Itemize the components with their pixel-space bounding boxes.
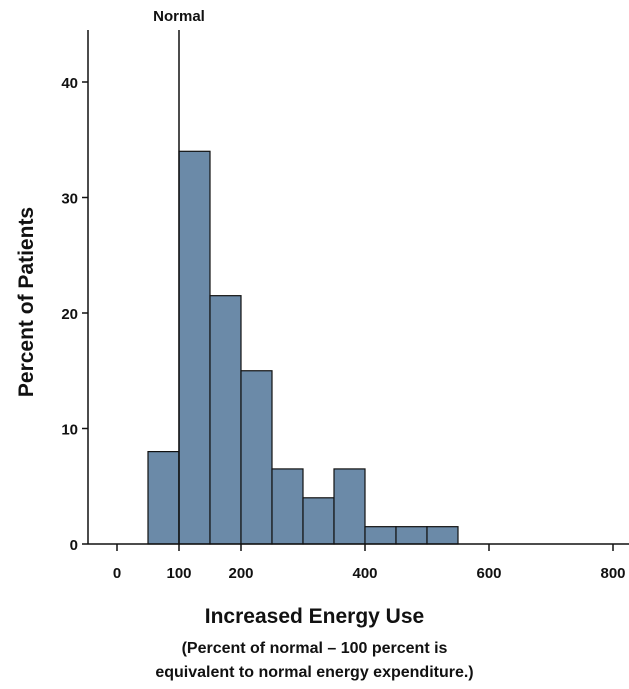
x-tick-label: 800 [600, 565, 625, 582]
histogram-bar-3 [209, 295, 242, 545]
histogram-bar-8 [364, 526, 397, 545]
histogram-bar-9 [395, 526, 428, 545]
histogram-bar-10 [426, 526, 459, 545]
y-tick-label: 10 [61, 422, 78, 439]
histogram-bar-5 [271, 468, 304, 545]
histogram-bar-2 [178, 150, 211, 545]
x-axis-title: Increased Energy Use [204, 605, 425, 628]
histogram-bar-1 [147, 451, 180, 545]
x-tick-label: 400 [352, 565, 377, 582]
x-axis-subtitle-line-1: (Percent of normal – 100 percent is [181, 640, 448, 657]
y-tick-label: 20 [61, 306, 78, 323]
x-tick-label: 0 [113, 565, 121, 582]
histogram-bar-7 [333, 468, 366, 545]
x-ticks: 0 100 200 400 600 800 [113, 544, 626, 582]
x-tick-label: 200 [228, 565, 253, 582]
y-tick-label: 30 [61, 191, 78, 208]
axes [87, 30, 629, 545]
histogram-bars [147, 150, 459, 545]
y-tick-label: 40 [61, 75, 78, 92]
y-axis-title: Percent of Patients [15, 207, 38, 397]
x-tick-label: 600 [476, 565, 501, 582]
x-tick-label: 100 [166, 565, 191, 582]
normal-reference-label: Normal [153, 8, 205, 25]
y-tick-label: 0 [70, 537, 78, 554]
histogram-bar-6 [302, 497, 335, 545]
x-axis-subtitle-line-2: equivalent to normal energy expenditure.… [155, 664, 474, 681]
histogram-bar-4 [240, 370, 273, 545]
y-ticks: 0 10 20 30 40 [61, 75, 88, 554]
